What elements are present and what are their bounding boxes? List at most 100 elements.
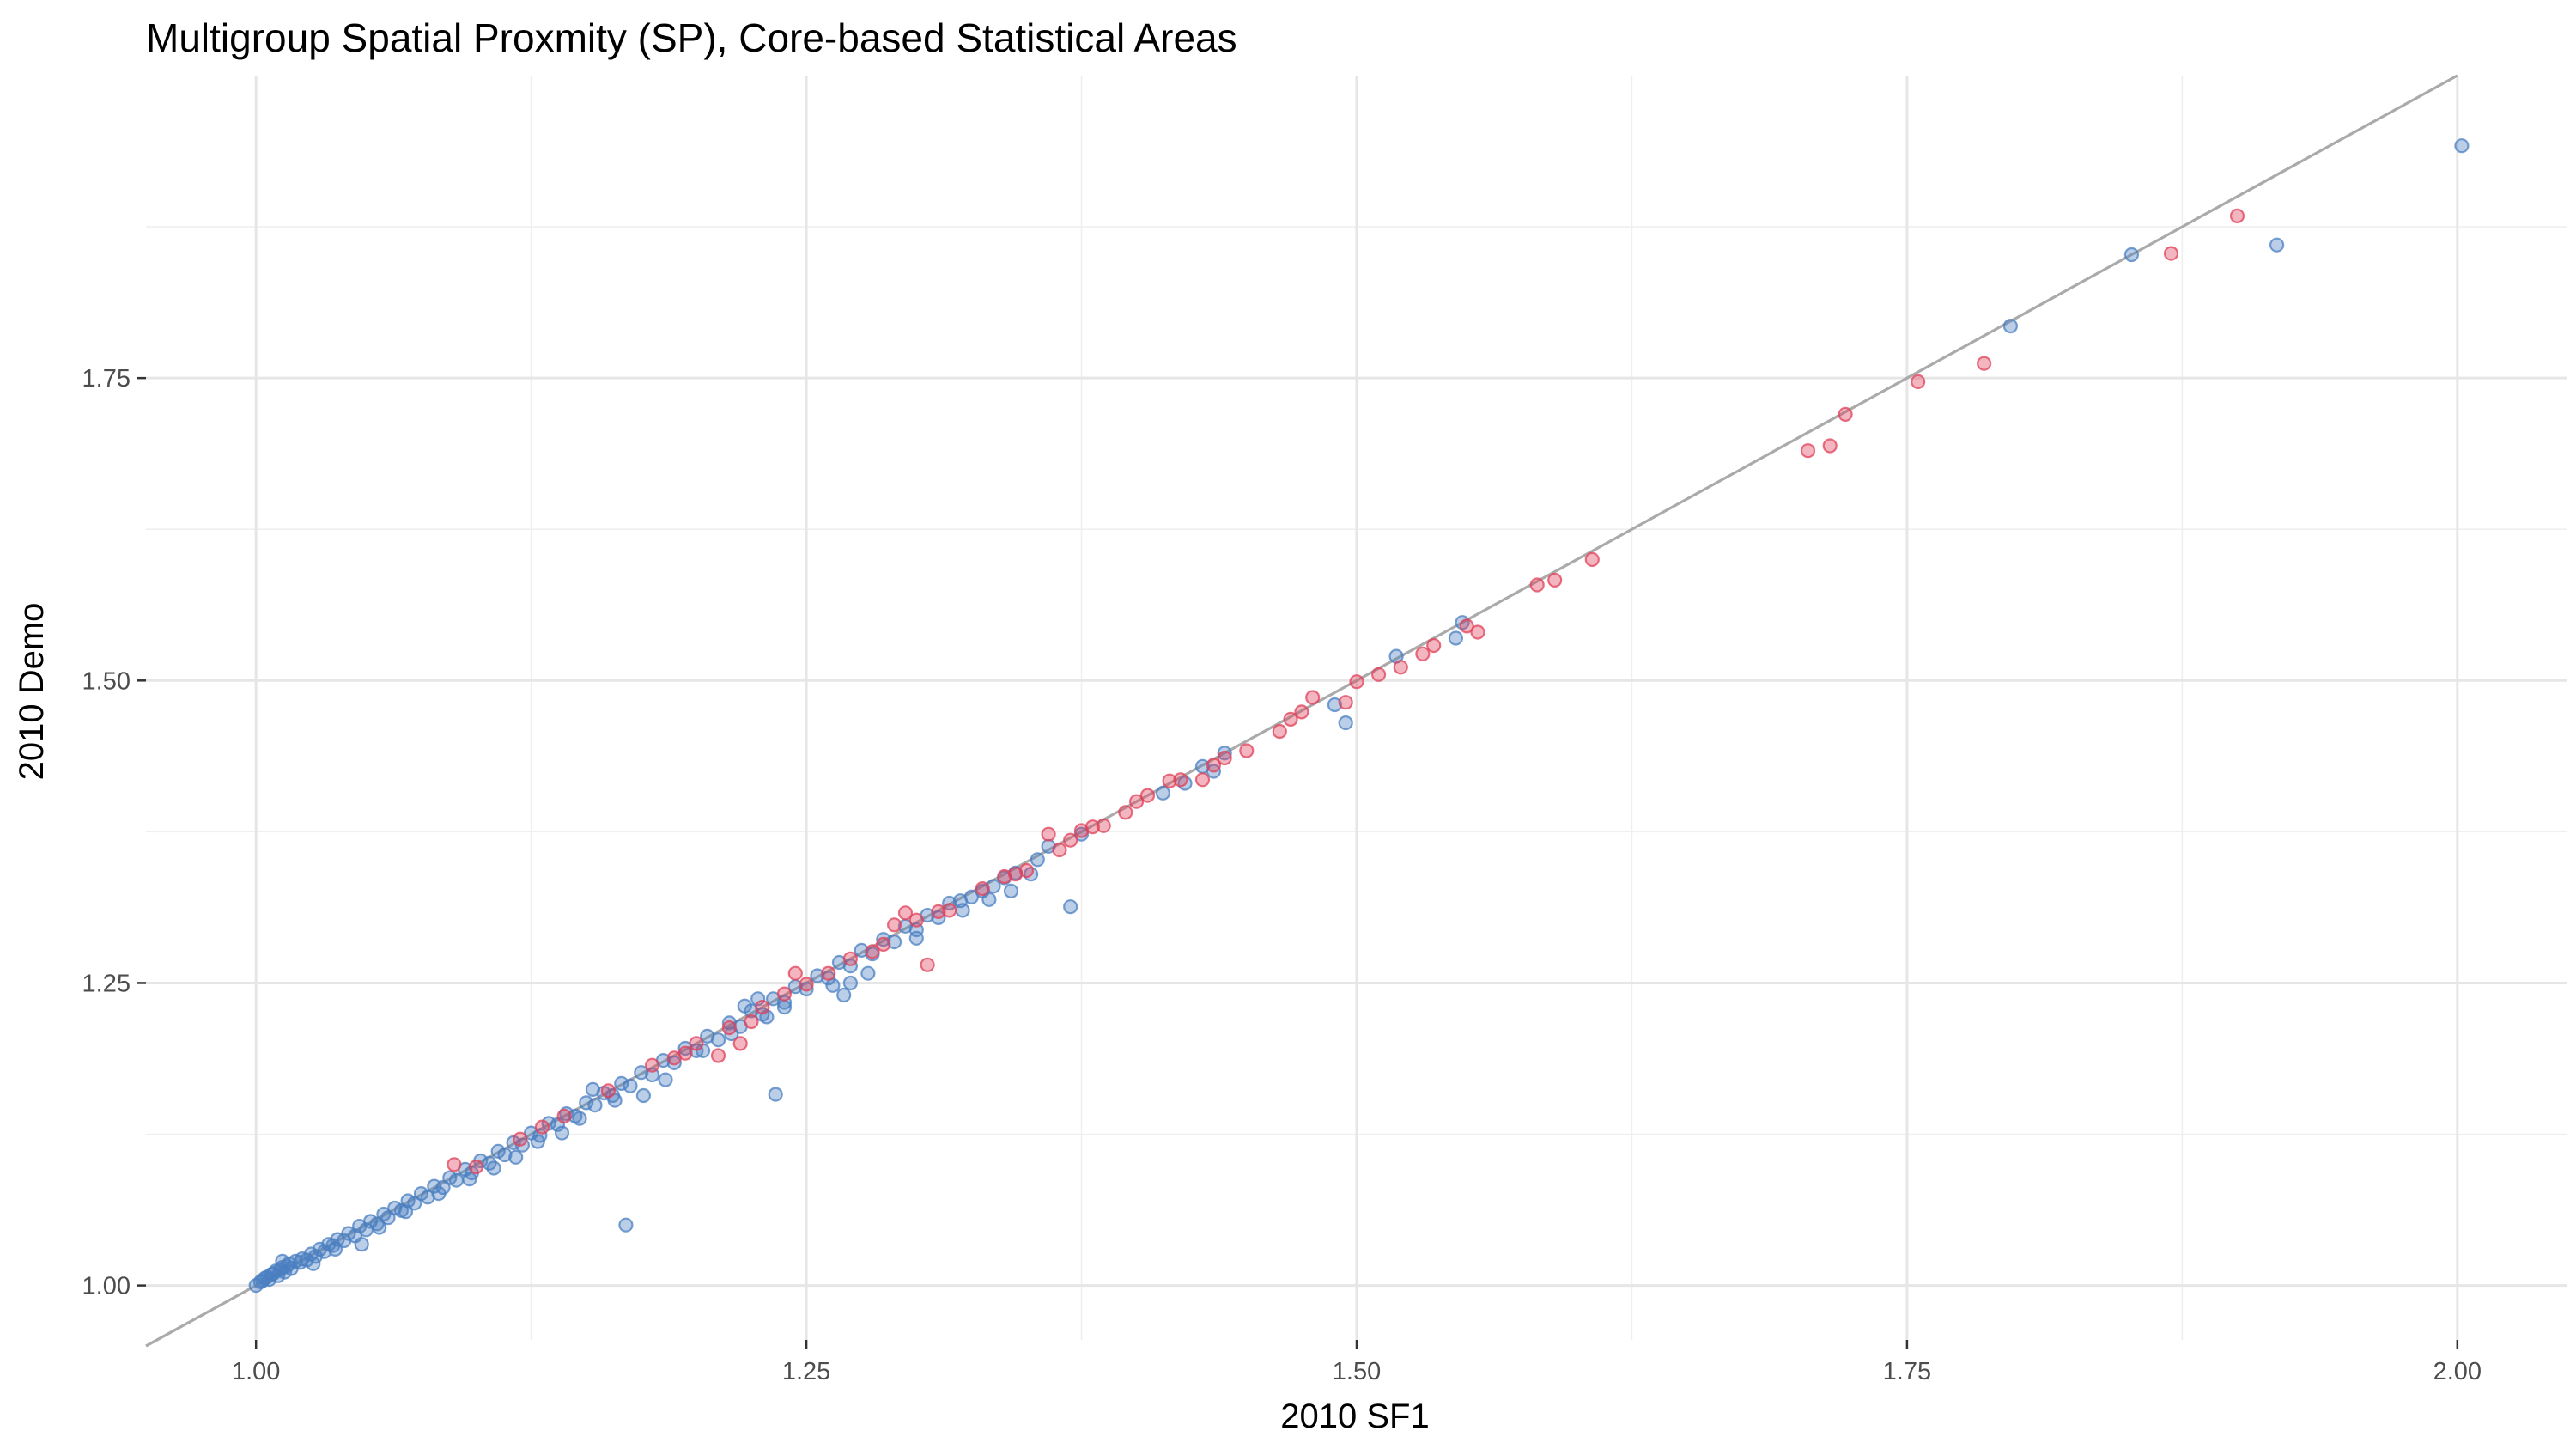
data-point [1162, 773, 1177, 788]
data-point [1030, 852, 1045, 868]
data-point [1470, 624, 1485, 640]
data-point [1415, 646, 1431, 661]
data-point [737, 998, 752, 1014]
chart-title: Multigroup Spatial Proxmity (SP), Core-b… [146, 15, 1237, 60]
reference-line-layer [145, 74, 2458, 1348]
data-point [1084, 819, 1101, 835]
data-point [1838, 406, 1853, 422]
data-point [1007, 867, 1024, 882]
data-point [876, 932, 891, 947]
x-tick-label: 1.25 [782, 1358, 830, 1385]
data-point [876, 936, 891, 953]
data-point [1217, 750, 1232, 766]
data-point [865, 944, 880, 959]
data-point [327, 1241, 343, 1257]
y-tick-label: 1.25 [82, 970, 131, 997]
data-point [689, 1036, 704, 1051]
data-point [842, 951, 859, 966]
data-point [908, 912, 924, 928]
data-point [931, 904, 946, 920]
reference-line [145, 74, 2458, 1348]
data-point [897, 905, 914, 921]
data-point [513, 1131, 528, 1147]
data-point [554, 1125, 570, 1141]
x-tick-label: 1.00 [232, 1358, 280, 1385]
data-point [1139, 788, 1156, 803]
data-point [1096, 818, 1111, 833]
data-point [942, 903, 957, 918]
data-point [1977, 356, 1992, 371]
data-point [2229, 208, 2245, 223]
y-axis-title: 2010 Demo [13, 603, 51, 781]
data-point [1370, 667, 1387, 682]
data-point [486, 1160, 501, 1176]
data-point [836, 987, 852, 1003]
data-point [1822, 438, 1838, 454]
data-point [963, 889, 980, 905]
data-point [1393, 660, 1408, 675]
data-point [1584, 551, 1600, 568]
data-point [799, 981, 814, 997]
x-axis-title: 2010 SF1 [1280, 1397, 1429, 1435]
series-0 [248, 138, 2470, 1294]
data-point [1063, 832, 1078, 848]
data-point [1272, 723, 1287, 740]
major-gridlines [146, 76, 2567, 1340]
data-point [1155, 785, 1171, 801]
data-point [644, 1057, 660, 1073]
data-point [556, 1108, 572, 1124]
x-tick-label: 1.50 [1333, 1358, 1381, 1385]
y-tick-label: 1.75 [82, 365, 131, 393]
data-point [955, 903, 970, 918]
data-point [431, 1185, 447, 1202]
data-point [585, 1081, 601, 1098]
data-point [1041, 826, 1056, 842]
data-point [468, 1159, 484, 1175]
data-point [1338, 695, 1353, 710]
data-point [755, 999, 770, 1015]
data-point [2269, 237, 2285, 253]
x-tick-label: 2.00 [2433, 1358, 2482, 1385]
data-point [1800, 443, 1816, 459]
data-point [1529, 577, 1545, 593]
data-point [1239, 743, 1255, 758]
data-point [710, 1048, 726, 1063]
data-point [447, 1157, 462, 1172]
data-point [372, 1220, 387, 1235]
x-tick-label: 1.75 [1883, 1358, 1931, 1385]
data-point [981, 892, 997, 907]
data-point [975, 880, 990, 897]
data-point [1194, 772, 1211, 788]
data-point [787, 965, 803, 981]
data-point [1448, 630, 1464, 646]
data-point [1003, 883, 1019, 899]
data-point [354, 1237, 369, 1252]
data-point [1063, 899, 1078, 915]
data-point [2002, 319, 2018, 334]
data-point [1294, 704, 1309, 720]
y-tick-label: 1.50 [82, 667, 131, 695]
data-point [1349, 674, 1364, 690]
data-point [497, 1147, 513, 1163]
data-point [821, 965, 836, 981]
data-point [1206, 758, 1222, 773]
data-point [623, 1078, 638, 1093]
data-point [1052, 842, 1067, 858]
data-point [2454, 138, 2470, 154]
data-point [275, 1253, 290, 1269]
data-point [2163, 246, 2179, 261]
data-point [530, 1134, 545, 1149]
y-tick-label: 1.00 [82, 1273, 131, 1300]
series-1 [447, 208, 2245, 1175]
data-point [508, 1149, 524, 1165]
data-point [635, 1087, 652, 1104]
data-point [634, 1065, 649, 1081]
data-point [886, 917, 902, 933]
data-point [1305, 690, 1321, 705]
data-point [2123, 247, 2139, 263]
data-point [768, 1087, 783, 1102]
data-point [1118, 805, 1133, 820]
data-point [799, 977, 814, 992]
data-point [908, 930, 924, 946]
